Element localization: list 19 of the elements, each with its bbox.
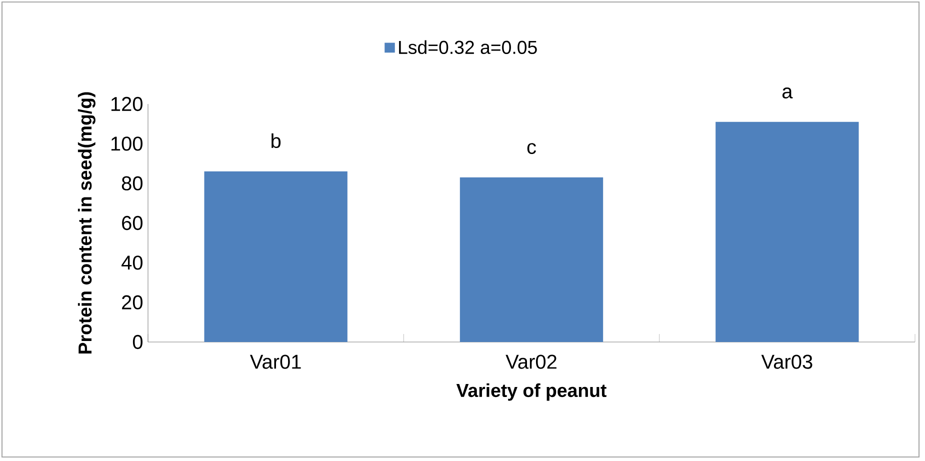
annotation: c [527, 143, 536, 154]
y-tick-label: 100 [111, 136, 142, 151]
bar [716, 122, 859, 342]
x-tick-label: Var02 [506, 354, 556, 369]
bar [204, 171, 348, 342]
y-tick-label: 120 [111, 96, 142, 112]
y-tick-label: 60 [122, 216, 142, 230]
bar [460, 177, 604, 342]
x-axis-title: Variety of peanut [456, 383, 606, 401]
x-tick-label: Var01 [250, 354, 301, 369]
x-tick-label: Var03 [761, 354, 812, 369]
y-axis-title: Protein content in seed(mg/g) [78, 92, 96, 354]
annotation: b [272, 133, 281, 148]
y-tick-label: 80 [122, 176, 142, 190]
legend-label: Lsd=0.32 a=0.05 [399, 40, 537, 54]
y-tick-label: 20 [122, 295, 142, 310]
annotation: a [782, 88, 793, 98]
y-tick-label: 40 [122, 256, 142, 270]
y-tick-label: 0 [132, 334, 142, 350]
